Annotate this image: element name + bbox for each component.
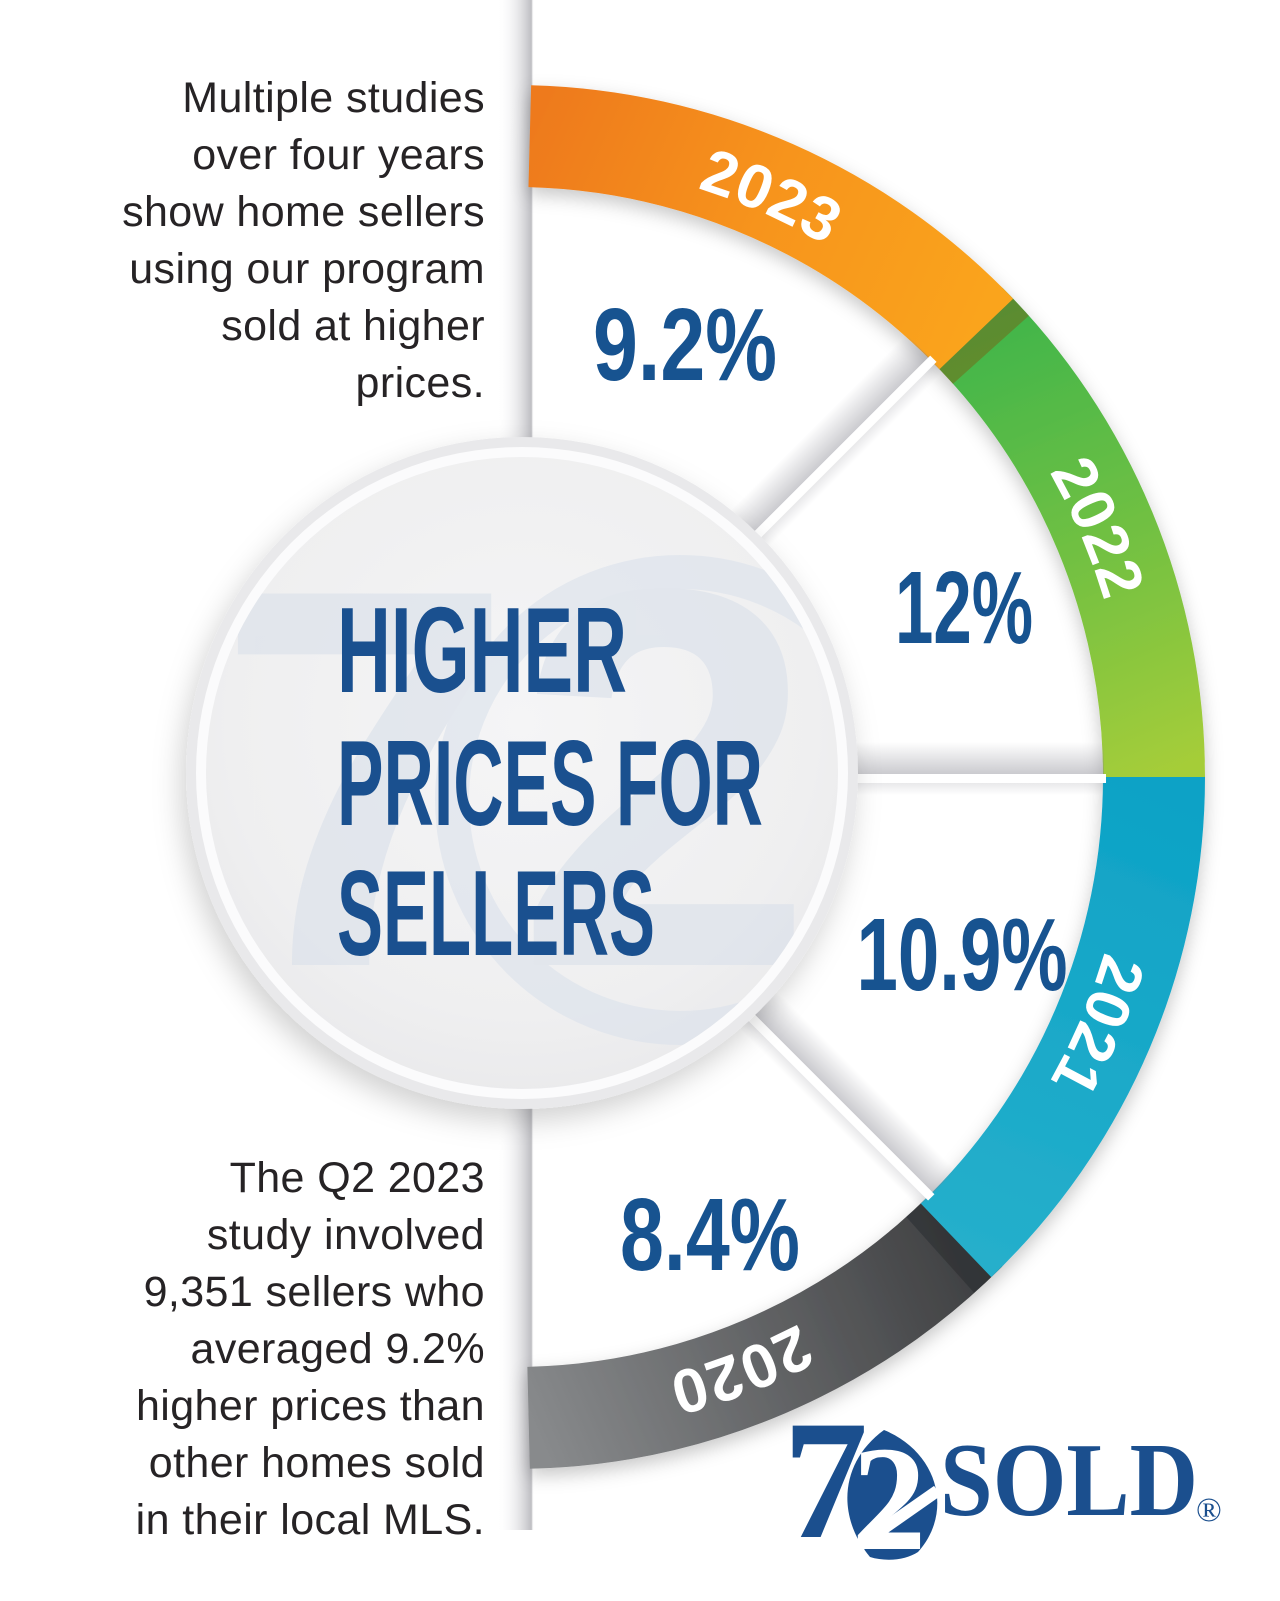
gauge-ring [527,85,1205,1469]
segment-2021-arc [920,776,1205,1278]
intro-paragraph: Multiple studies over four years show ho… [122,74,485,407]
logo-leaf-shape [847,1430,938,1560]
value-label-2022: 12% [895,550,1033,665]
wedge-dividers [725,334,1106,1208]
logo-sold-text: SOLD [940,1421,1198,1538]
title-line-3: SELLERS [337,845,655,981]
logo-registered-mark: ® [1196,1492,1222,1529]
value-label-2020: 8.4% [620,1177,800,1292]
value-label-2023: 9.2% [593,287,777,402]
center-medallion [186,437,858,1109]
value-label-2021: 10.9% [857,897,1068,1012]
segment-2020-arc [527,1193,1003,1469]
segment-2023-arc [528,85,1014,370]
title-line-2: PRICES FOR [337,715,763,851]
watermark-72-logo: 72 [215,477,838,1080]
chart-title: HIGHER PRICES FOR SELLERS [337,582,763,981]
logo-digit-2: 2 [852,1416,927,1582]
value-labels: 9.2% 12% 10.9% 8.4% [593,287,1068,1292]
title-line-1: HIGHER [337,582,627,718]
watermark-72-text: 72 [215,477,816,1080]
study-paragraph: The Q2 2023 study involved 9,351 sellers… [135,1154,485,1544]
brand-logo-72sold: 7 2 SOLD ® [783,1386,1222,1582]
segment-2022-arc [929,287,1205,778]
watermark-swoosh [435,555,838,1045]
logo-leaf-slash [839,1485,941,1563]
